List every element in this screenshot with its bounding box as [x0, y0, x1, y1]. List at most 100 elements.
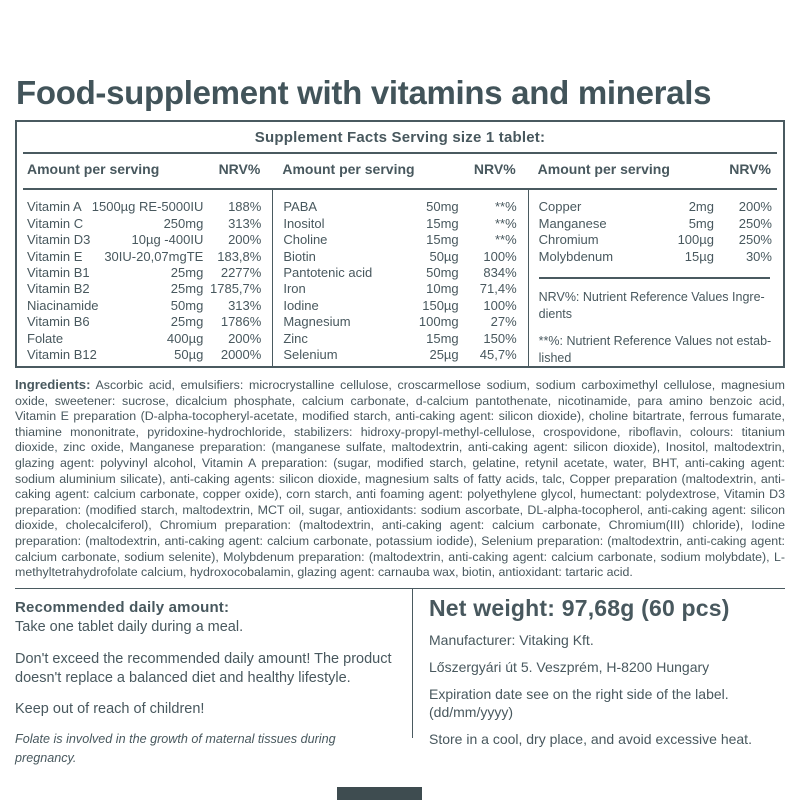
amount-header: Amount per serving	[282, 161, 415, 178]
nutrient-row: Niacinamide 50mg 313%	[27, 298, 261, 314]
nutrient-row: Pantotenic acid 50mg 834%	[283, 265, 516, 281]
nutrient-row: Vitamin C 250mg 313%	[27, 216, 261, 232]
nutrient-nrv: **%	[494, 215, 517, 231]
nutrient-row: Zinc 15mg 150%	[283, 331, 516, 347]
nutrient-nrv: 200%	[738, 199, 772, 215]
nutrient-row: Manganese 5mg 250%	[539, 216, 772, 232]
nutrient-row: Molybdenum 15µg 30%	[539, 249, 772, 265]
nutrient-amount: 15µg	[684, 248, 714, 264]
nutrient-name: Folate	[27, 330, 64, 346]
nutrient-name: Vitamin C	[27, 215, 84, 231]
nutrient-amount: 2mg	[688, 199, 714, 215]
nutrient-name: Choline	[283, 232, 328, 248]
nutrient-row: Iodine 150µg 100%	[283, 298, 516, 314]
nutrient-row: Copper 2mg 200%	[539, 199, 772, 215]
nutrient-amount: 100mg	[418, 314, 459, 330]
nutrient-nrv: 1786%	[220, 314, 262, 330]
nutrient-amount: 50mg	[426, 199, 459, 215]
nutrient-nrv: **%	[494, 232, 517, 248]
nutrient-nrv: 100%	[483, 297, 517, 313]
nutrient-name: Pantotenic acid	[283, 265, 373, 280]
nutrient-name: PABA	[283, 199, 318, 215]
vitamins-column-2: PABA 50mg **% Inositol 15mg **% Choline …	[272, 190, 527, 366]
nutrient-amount: 50µg	[174, 347, 204, 363]
daily-take-text: Take one tablet daily during a meal.	[15, 619, 244, 635]
daily-amount-panel: Recommended daily amount: Take one table…	[15, 589, 413, 765]
nutrient-amount: 10mg	[426, 281, 459, 297]
nutrient-name: Zinc	[283, 330, 308, 346]
nutrient-nrv: 100%	[483, 248, 517, 264]
asterisk-note: **%: Nutrient Reference Values not estab…	[538, 334, 772, 365]
nutrient-amount: 30IU-20,07mgTE	[104, 248, 204, 264]
nrv-header: NRV%	[729, 161, 771, 178]
ingredients-label: Ingredients:	[15, 377, 91, 392]
nutrient-row: Vitamin B2 25mg 1785,7%	[27, 281, 261, 297]
nutrient-row: Vitamin B6 25mg 1786%	[27, 314, 261, 330]
nutrient-amount: 400µg	[166, 330, 204, 346]
nrv-header: NRV%	[473, 161, 516, 178]
nrv-note: NRV%: Nutrient Reference Values Ingre- d…	[538, 290, 765, 321]
nutrient-amount: 50mg	[426, 265, 459, 280]
nutrient-name: Manganese	[538, 215, 607, 231]
address-line: Lőszergyári út 5. Veszprém, H-8200 Hunga…	[429, 659, 710, 675]
nutrient-amount: 15mg	[426, 232, 459, 248]
nutrient-row: Selenium 25µg 45,7%	[283, 347, 516, 363]
column-header-group3: Amount per serving NRV%	[528, 154, 783, 182]
nutrient-amount: 25mg	[170, 281, 204, 297]
nutrient-name: Chromium	[538, 232, 599, 248]
header-divider	[23, 188, 777, 191]
product-info-panel: Net weight: 97,68g (60 pcs) Manufacturer…	[413, 589, 785, 747]
nutrient-nrv: 71,4%	[479, 281, 517, 297]
ingredients-paragraph: Ingredients: Ascorbic acid, emulsifiers:…	[15, 377, 785, 581]
nutrient-amount: 250mg	[163, 215, 204, 231]
nutrient-name: Iron	[283, 281, 306, 297]
ingredients-text: Ascorbic acid, emulsifiers: microcrystal…	[15, 378, 785, 580]
nutrient-amount: 15mg	[426, 215, 459, 231]
table-caption: Supplement Facts Serving size 1 tablet:	[254, 129, 546, 146]
amount-header: Amount per serving	[27, 161, 160, 178]
keep-away-text: Keep out of reach of children!	[15, 701, 205, 717]
column-header-group2: Amount per serving NRV%	[272, 154, 527, 182]
nutrient-amount: 150µg	[422, 297, 459, 313]
nutrient-nrv: 188%	[228, 199, 262, 215]
nutrient-name: Inositol	[283, 215, 325, 231]
nutrient-row: Choline 15mg **%	[283, 232, 516, 248]
nutrient-amount: 25mg	[170, 265, 204, 280]
nutrient-amount: 50mg	[170, 297, 204, 313]
nutrient-row: Magnesium 100mg 27%	[283, 314, 516, 330]
notes-divider	[538, 277, 770, 279]
nutrient-nrv: **%	[494, 199, 517, 215]
nutrient-nrv: 150%	[483, 330, 517, 346]
supplement-facts-table: Supplement Facts Serving size 1 tablet: …	[15, 120, 785, 368]
nutrient-name: Vitamin B6	[27, 314, 90, 330]
nutrient-name: Molybdenum	[538, 248, 614, 264]
nutrient-amount: 1500µg RE-5000IU	[91, 199, 204, 215]
bottom-section: Recommended daily amount: Take one table…	[15, 588, 785, 765]
nutrient-nrv: 250%	[738, 215, 772, 231]
vitamins-column-1: Vitamin A 1500µg RE-5000IU 188% Vitamin …	[17, 190, 272, 366]
nutrient-name: Vitamin B2	[27, 281, 90, 297]
nrv-header: NRV%	[218, 161, 261, 178]
nutrient-name: Vitamin E	[27, 248, 83, 264]
table-body: Vitamin A 1500µg RE-5000IU 188% Vitamin …	[17, 190, 783, 366]
folate-note: Folate is involved in the growth of mate…	[15, 732, 336, 765]
nutrient-amount: 5mg	[688, 215, 714, 231]
nutrient-nrv: 183,8%	[217, 248, 262, 264]
nutrient-amount: 100µg	[677, 232, 714, 248]
nutrient-row: Vitamin B12 50µg 2000%	[27, 347, 261, 363]
nutrient-name: Copper	[538, 199, 582, 215]
nutrient-name: Iodine	[283, 297, 319, 313]
nutrient-amount: 50µg	[429, 248, 459, 264]
nutrient-nrv: 1785,7%	[210, 281, 262, 297]
nutrient-name: Vitamin D3	[27, 232, 91, 248]
nutrient-name: Vitamin B1	[27, 265, 90, 280]
nutrient-row: Biotin 50µg 100%	[283, 249, 516, 265]
nutrient-nrv: 313%	[228, 215, 262, 231]
nutrient-name: Selenium	[283, 347, 338, 363]
daily-amount-heading: Recommended daily amount:	[15, 599, 230, 616]
nutrient-row: PABA 50mg **%	[283, 199, 516, 215]
nutrient-nrv: 834%	[483, 265, 517, 280]
nutrient-nrv: 27%	[490, 314, 517, 330]
nutrient-name: Vitamin A	[27, 199, 82, 215]
manufacturer-line: Manufacturer: Vitaking Kft.	[429, 632, 594, 648]
